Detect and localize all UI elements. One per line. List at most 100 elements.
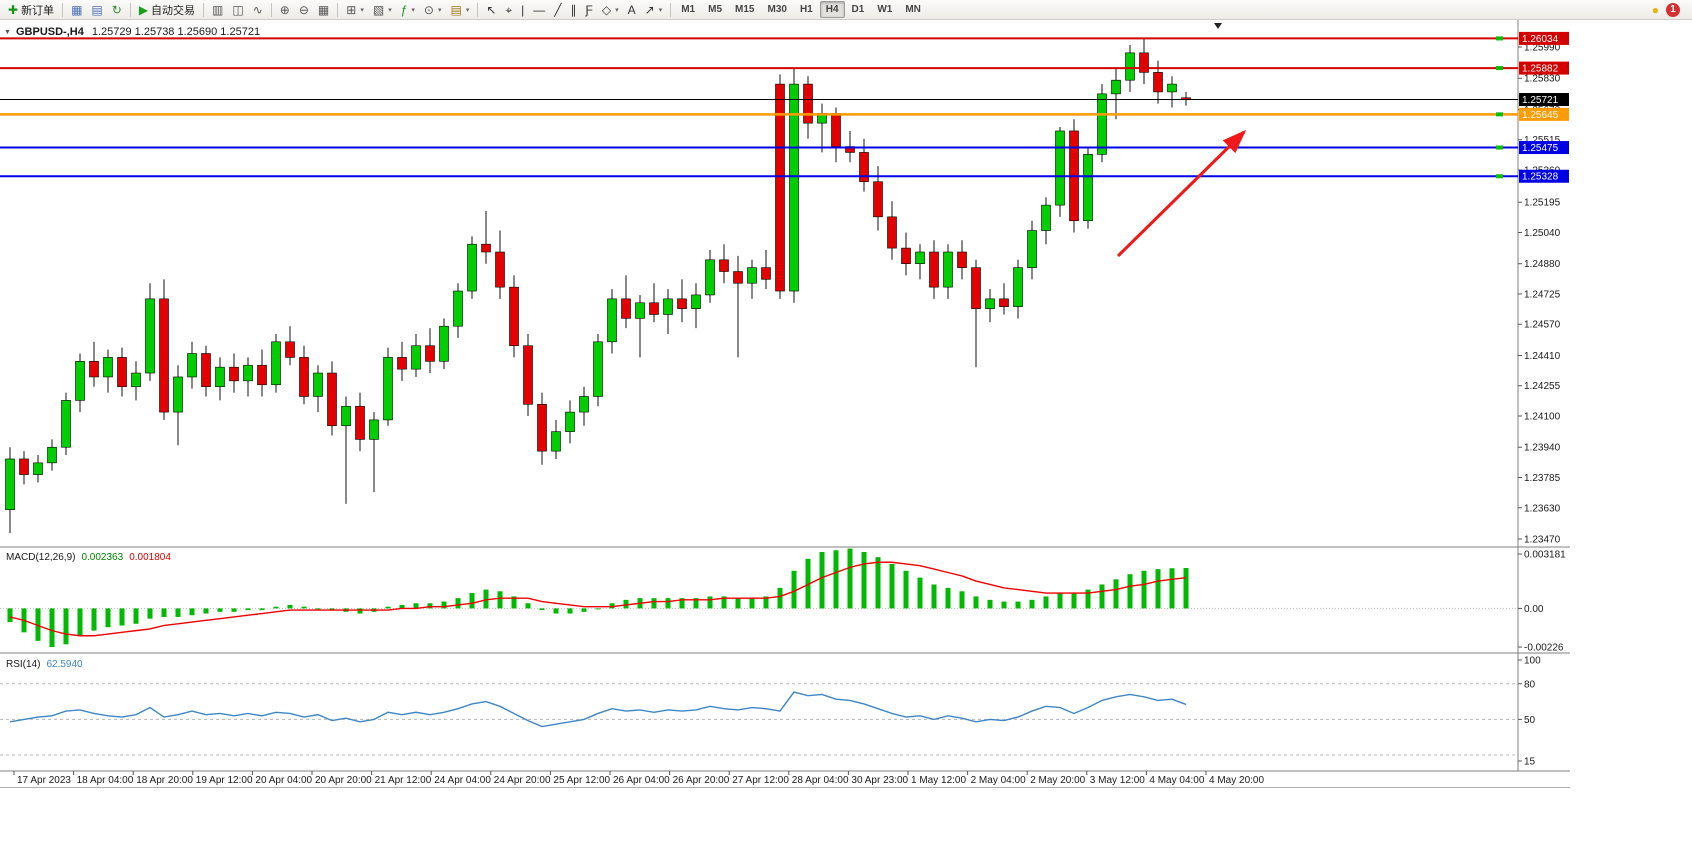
one-click-trading-toggle[interactable]: ▼ [4,29,11,36]
indicators-button[interactable]: ƒ ▾ [397,1,419,19]
macd-histogram-bar [735,598,741,609]
price-tag-label: 1.25328 [1522,172,1559,183]
notifications-badge[interactable]: 1 [1666,2,1680,17]
candle-body [1111,79,1121,95]
alerts-button[interactable]: ● [1648,1,1663,19]
macd-indicator-label: MACD(12,26,9) 0.002363 0.001804 [6,552,171,563]
price-axis-label: 1.24570 [1524,320,1561,331]
macd-histogram-bar [581,608,587,612]
candle [355,392,365,452]
price-axis-label: 1.25830 [1524,74,1561,85]
macd-signal-value: 0.001804 [129,552,171,563]
new-chart-icon: ⊞ [346,2,357,17]
timeframe-button-w1[interactable]: W1 [877,4,893,15]
timeframe-button-m15[interactable]: M15 [735,4,755,15]
arrows-tool-button[interactable]: ↗ ▾ [641,1,667,19]
vertical-line-tool-button[interactable]: | [517,1,528,19]
profiles-icon: ▧ [372,2,385,17]
candle [425,328,435,374]
refresh-button[interactable]: ↻ [108,1,126,19]
line-anchor-marker [1496,66,1503,71]
candle-body [593,341,603,397]
trend-arrow[interactable] [1116,129,1247,258]
zoom-in-icon: ⊕ [279,2,290,17]
line-chart-type-button[interactable]: ∿ [249,1,267,19]
periods-button[interactable]: ⊙ ▾ [420,1,446,19]
channel-tool-button[interactable]: ∥ [567,1,581,19]
macd-histogram-bar [889,563,895,609]
candle-body [901,247,911,265]
time-axis-label: 25 Apr 12:00 [553,775,610,786]
line-anchor-marker [1496,145,1503,150]
candle [1167,76,1177,108]
candle-body [145,298,155,374]
text-tool-button[interactable]: A [624,1,640,19]
cursor-tool-button[interactable]: ↖ [482,1,500,19]
text-icon: A [627,2,636,17]
time-axis-label: 26 Apr 04:00 [613,775,670,786]
candle [719,244,729,284]
profiles-button[interactable]: ▧ ▾ [369,1,396,19]
price-axis-label: 1.23785 [1524,473,1561,484]
candle-body [761,267,771,280]
macd-histogram-bar [133,608,139,624]
trendline-tool-button[interactable]: ╱ [550,1,565,19]
candle-body [467,243,477,292]
new-chart-button[interactable]: ⊞ ▾ [342,1,368,19]
candle [285,326,295,366]
macd-histogram-bar [1141,570,1147,609]
new-order-button[interactable]: ✚ 新订单 [4,1,58,19]
timeframe-button-m5[interactable]: M5 [708,4,723,15]
candle [663,289,673,334]
autotrading-button[interactable]: ▶ 自动交易 [135,1,199,19]
candle [887,201,897,260]
candle-body [439,325,449,362]
macd-histogram-bar [1057,593,1063,609]
candle [509,275,519,358]
crosshair-tool-button[interactable]: ⌖ [501,1,516,19]
time-axis-label: 4 May 20:00 [1209,775,1264,786]
candle [369,412,379,493]
chart-canvas: 1.259901.258301.256701.255151.253601.251… [0,20,1570,788]
candle-body [1125,52,1135,81]
dropdown-caret-icon: ▾ [437,6,442,14]
candle-body [859,152,869,183]
macd-histogram-bar [287,604,293,609]
candle [1181,91,1191,106]
macd-histogram-bar [413,603,419,609]
candlestick-type-button[interactable]: ◫ [228,1,247,19]
horizontal-line-tool-button[interactable]: — [529,1,549,19]
market-watch-button[interactable]: ▦ [67,1,86,19]
timeframe-button-m1[interactable]: M1 [681,4,696,15]
chart-shift-marker[interactable] [1214,23,1222,29]
macd-histogram-bar [679,598,685,609]
price-axis-label: 1.23940 [1524,443,1561,454]
candle [1027,220,1037,280]
rsi-scale-label: 100 [1524,656,1541,667]
macd-histogram-bar [903,570,909,609]
templates-button[interactable]: ▤ ▾ [446,1,473,19]
timeframe-button-h4[interactable]: H4 [819,1,845,18]
fibonacci-tool-button[interactable]: Ƒ [582,1,597,19]
data-window-icon: ▤ [91,2,103,17]
data-window-button[interactable]: ▤ [87,1,106,19]
candle-body [523,345,533,405]
zoom-in-button[interactable]: ⊕ [276,1,294,19]
candle [145,283,155,381]
macd-histogram-bar [1099,584,1105,609]
macd-histogram-bar [917,577,923,609]
zoom-out-button[interactable]: ⊖ [295,1,313,19]
timeframe-button-mn[interactable]: MN [905,4,921,15]
bar-chart-type-button[interactable]: ▥ [208,1,227,19]
timeframe-button-d1[interactable]: D1 [851,4,865,15]
candle-body [327,372,337,427]
candle [341,396,351,504]
macd-histogram-bar [1029,599,1035,609]
timeframe-button-h1[interactable]: H1 [799,4,813,15]
candle [33,455,43,483]
time-axis-label: 4 May 04:00 [1149,775,1204,786]
candle [89,341,99,387]
timeframe-button-m30[interactable]: M30 [767,4,787,15]
tile-windows-button[interactable]: ▦ [314,1,333,19]
shapes-button[interactable]: ◇ ▾ [598,1,623,19]
